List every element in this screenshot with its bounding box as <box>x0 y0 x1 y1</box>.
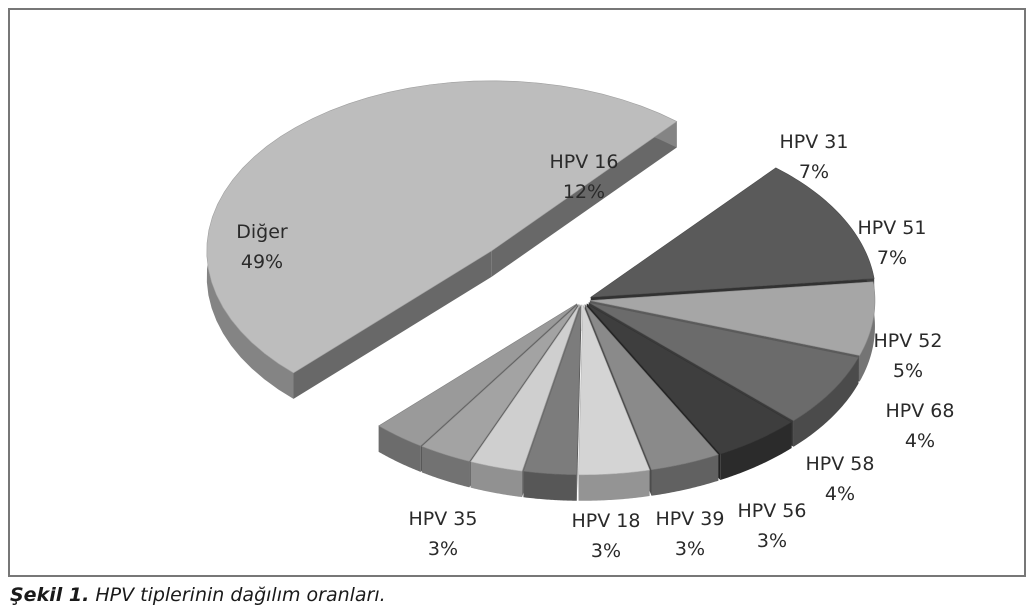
pie-labels: Diğer 49% HPV 16 12% HPV 31 7% HPV 51 7% HPV 52 5… <box>236 131 954 562</box>
slice-value-hpv-52: 5% <box>893 360 923 382</box>
figure-caption: Şekil 1. HPV tiplerinin dağılım oranları… <box>10 584 386 606</box>
slice-label-hpv-58: HPV 58 <box>806 453 875 475</box>
slice-value-diğer: 49% <box>241 251 283 273</box>
slice-label-hpv-56: HPV 56 <box>738 500 807 522</box>
slice-label-hpv-16: HPV 16 <box>550 151 619 173</box>
slice-label-hpv-35: HPV 35 <box>409 508 478 530</box>
slice-value-hpv-56: 3% <box>757 530 787 552</box>
pie-slice-hpv-58 <box>578 304 650 501</box>
pie-slices <box>206 80 876 501</box>
slice-label-hpv-39: HPV 39 <box>656 508 725 530</box>
caption-text: HPV tiplerinin dağılım oranları. <box>89 584 386 606</box>
slice-value-hpv-16: 12% <box>563 181 605 203</box>
slice-value-hpv-31: 7% <box>799 161 829 183</box>
caption-label: Şekil 1. <box>10 584 90 606</box>
pie-chart: Diğer 49% HPV 16 12% HPV 31 7% HPV 51 7% HPV 52 5… <box>8 8 1026 577</box>
pie-slice-hpv-56 <box>523 304 582 501</box>
slice-value-hpv-51: 7% <box>877 247 907 269</box>
slice-value-hpv-18: 3% <box>591 540 621 562</box>
slice-value-hpv-58: 4% <box>825 483 855 505</box>
slice-label-hpv-51: HPV 51 <box>858 217 927 239</box>
slice-label-hpv-18: HPV 18 <box>572 510 641 532</box>
slice-label-hpv-31: HPV 31 <box>780 131 849 153</box>
pie-slice-diğer <box>206 80 678 399</box>
slice-value-hpv-68: 4% <box>905 430 935 452</box>
slice-value-hpv-39: 3% <box>675 538 705 560</box>
slice-label-hpv-52: HPV 52 <box>874 330 943 352</box>
slice-value-hpv-35: 3% <box>428 538 458 560</box>
slice-label-diğer: Diğer <box>236 221 288 243</box>
slice-label-hpv-68: HPV 68 <box>886 400 955 422</box>
